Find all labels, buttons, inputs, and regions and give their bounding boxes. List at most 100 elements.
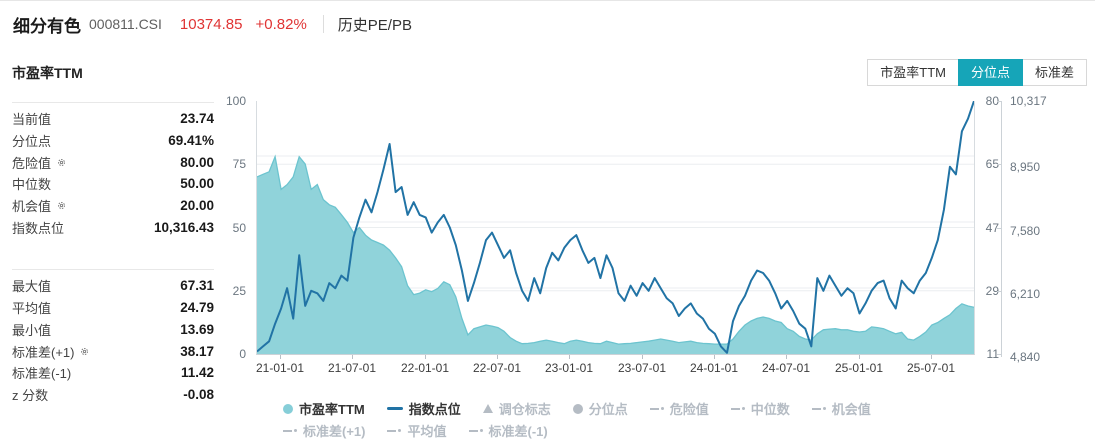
history-pe-pb-link[interactable]: 历史PE/PB: [337, 16, 412, 34]
x-axis-tick: [786, 355, 787, 359]
y-axis-percentile-tick-label: 80: [985, 94, 999, 108]
x-axis-date-label: 22-01-01: [400, 361, 450, 375]
y-axis-percentile-tick-label: 47: [985, 221, 999, 235]
stat-row: 危险值 80.00: [12, 151, 214, 173]
legend-item-label: 机会值: [831, 402, 871, 417]
stat-row: z 分数 -0.08: [12, 384, 214, 406]
y-axis-index-tick-label: 8,950: [1010, 160, 1041, 174]
legend-dashdot-icon: [387, 429, 402, 432]
chart-plot-area[interactable]: [256, 101, 975, 355]
stat-label: 机会值: [12, 196, 67, 215]
stat-value: 23.74: [180, 111, 214, 127]
y-axis-index-tick-label: 7,580: [1010, 224, 1041, 238]
legend-item-6[interactable]: 机会值: [811, 399, 871, 418]
stat-label-text: 最大值: [12, 279, 52, 295]
index-code: 000811.CSI: [89, 16, 162, 32]
gear-icon[interactable]: [79, 346, 90, 357]
stat-row: 中位数 50.00: [12, 173, 214, 195]
stat-value: -0.08: [183, 386, 214, 402]
x-axis-tick: [569, 355, 570, 359]
y-axis-left-tick-label: 75: [232, 157, 246, 171]
legend-row-2: 标准差(+1) 平均值 标准差(-1): [283, 421, 548, 440]
legend-row-1: 市盈率TTM 指数点位 调仓标志 分位点 危险值 中位数 机会值: [283, 399, 871, 418]
stat-value: 38.17: [180, 343, 214, 359]
right-axis-tick: [997, 228, 1001, 229]
stat-label: 指数点位: [12, 218, 64, 237]
view-tab-pe-ttm[interactable]: 市盈率TTM: [867, 59, 959, 86]
x-axis-date-label: 23-01-01: [544, 361, 594, 375]
view-tab-stddev[interactable]: 标准差: [1021, 59, 1087, 86]
x-axis-tick: [859, 355, 860, 359]
x-axis-date-label: 23-07-01: [617, 361, 667, 375]
stat-label: 危险值: [12, 153, 67, 172]
x-axis-tick: [714, 355, 715, 359]
x-axis-tick: [642, 355, 643, 359]
chart-canvas: [257, 101, 974, 354]
stat-label-text: 危险值: [12, 155, 52, 171]
x-axis-date-label: 21-07-01: [327, 361, 377, 375]
legend-item-2[interactable]: 标准差(-1): [468, 421, 548, 440]
gear-icon[interactable]: [56, 200, 67, 211]
legend-triangle-icon: [482, 404, 493, 413]
legend-item-1[interactable]: 指数点位: [386, 399, 461, 418]
legend-item-0[interactable]: 标准差(+1): [283, 421, 365, 440]
y-axis-index-tick-label: 10,317: [1010, 94, 1047, 108]
stat-label: 平均值: [12, 298, 51, 317]
stat-label-text: 中位数: [12, 177, 52, 193]
x-axis-date-label: 25-01-01: [834, 361, 884, 375]
index-price: 10374.85: [179, 15, 243, 33]
y-axis-left-tick-label: 0: [239, 347, 246, 361]
stat-row: 指数点位 10,316.43: [12, 216, 214, 238]
stat-value: 10,316.43: [153, 219, 214, 235]
x-axis-tick: [425, 355, 426, 359]
y-axis-percentile-tick-label: 11: [986, 347, 999, 361]
stats-secondary-section: 最大值 67.31 平均值 24.79 最小值 13.69 标准差(+1) 38.17 标准差(…: [12, 269, 214, 405]
right-axis-tick: [997, 354, 1001, 355]
x-axis-tick: [280, 355, 281, 359]
y-axis-index-tick-label: 6,210: [1010, 287, 1041, 301]
legend-item-3[interactable]: 分位点: [572, 399, 628, 418]
legend-circle-icon: [572, 403, 583, 414]
legend-item-label: 平均值: [407, 424, 447, 439]
stat-label-text: 标准差(+1): [12, 344, 75, 360]
pe-ttm-area-series: [257, 156, 974, 354]
legend-item-2[interactable]: 调仓标志: [482, 399, 551, 418]
index-points-line-series: [257, 101, 974, 354]
legend-dashdot-icon: [730, 407, 745, 410]
stat-label-text: 分位点: [12, 134, 52, 150]
legend-item-label: 调仓标志: [498, 402, 551, 417]
legend-item-5[interactable]: 中位数: [730, 399, 790, 418]
stat-row: 平均值 24.79: [12, 297, 214, 319]
legend-item-label: 标准差(+1): [303, 424, 366, 439]
stat-value: 67.31: [180, 278, 214, 294]
right-axis-tick: [997, 291, 1001, 292]
legend-item-label: 标准差(-1): [488, 424, 548, 439]
legend-item-1[interactable]: 平均值: [387, 421, 447, 440]
legend-item-label: 分位点: [588, 402, 628, 417]
x-axis-tick: [931, 355, 932, 359]
legend-item-4[interactable]: 危险值: [649, 399, 709, 418]
y-axis-index-tick-label: 4,840: [1010, 350, 1041, 364]
header-divider: [322, 15, 324, 33]
x-axis-date-label: 24-07-01: [761, 361, 811, 375]
stats-panel: 市盈率TTM 当前值 23.74 分位点 69.41% 危险值 80.00 中位数 50.00…: [12, 63, 214, 405]
index-change: +0.82%: [255, 15, 307, 33]
legend-item-label: 指数点位: [408, 402, 461, 417]
stat-value: 11.42: [180, 365, 214, 381]
view-tab-percentile[interactable]: 分位点: [957, 59, 1023, 86]
right-axis-tick: [997, 164, 1001, 165]
stat-value: 20.00: [180, 198, 214, 214]
stat-label-text: 指数点位: [12, 220, 65, 236]
stat-value: 13.69: [180, 321, 214, 337]
legend-dashdot-icon: [283, 429, 297, 432]
stat-row: 最小值 13.69: [12, 319, 214, 341]
y-axis-percentile-tick-label: 29: [985, 284, 999, 298]
x-axis-tick: [497, 355, 498, 359]
legend-item-0[interactable]: 市盈率TTM: [283, 399, 365, 418]
legend-item-label: 危险值: [669, 402, 709, 417]
stat-label-text: 平均值: [12, 301, 52, 317]
y-axis-left-tick-label: 25: [232, 284, 246, 298]
view-tab-group: 市盈率TTM 分位点 标准差: [867, 59, 1087, 86]
gear-icon[interactable]: [56, 157, 67, 168]
stat-row: 最大值 67.31: [12, 275, 214, 297]
